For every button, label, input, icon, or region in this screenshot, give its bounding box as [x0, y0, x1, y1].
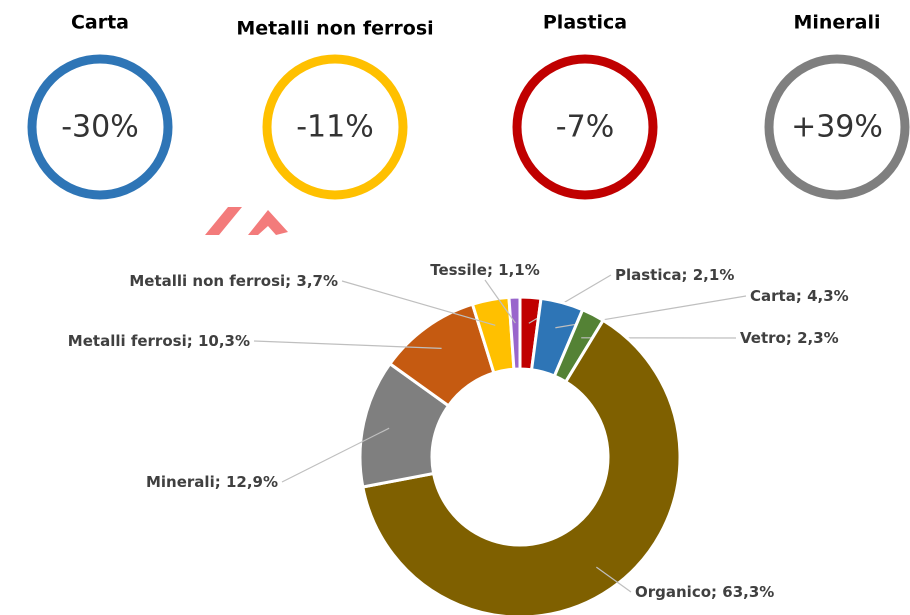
data-label: Minerali; 12,9% — [146, 473, 278, 491]
leader-line — [281, 427, 390, 483]
label-category: Vetro — [740, 329, 786, 347]
kpi-value: -11% — [296, 110, 374, 145]
label-category: Plastica — [615, 266, 682, 284]
label-value: 3,7% — [296, 272, 338, 290]
kpi-title: Minerali — [793, 12, 880, 34]
data-label: Metalli ferrosi; 10,3% — [68, 332, 250, 350]
data-label: Organico; 63,3% — [635, 583, 774, 601]
label-separator: ; — [187, 332, 198, 350]
label-separator: ; — [786, 329, 797, 347]
label-separator: ; — [285, 272, 296, 290]
kpi-title: Plastica — [543, 12, 627, 34]
kpi-value: +39% — [791, 110, 883, 145]
label-category: Organico — [635, 583, 711, 601]
kpi-value: -30% — [61, 110, 139, 145]
label-separator: ; — [796, 287, 807, 305]
kpi-value: -7% — [556, 110, 614, 145]
kpi-ring — [27, 54, 173, 200]
label-separator: ; — [215, 473, 226, 491]
label-value: 1,1% — [498, 261, 540, 279]
label-category: Minerali — [146, 473, 215, 491]
label-value: 4,3% — [807, 287, 849, 305]
label-value: 63,3% — [722, 583, 774, 601]
label-separator: ; — [682, 266, 693, 284]
label-value: 2,3% — [797, 329, 839, 347]
leader-line — [596, 566, 632, 593]
donut-slice — [361, 318, 682, 615]
label-category: Tessile — [430, 261, 487, 279]
data-label: Plastica; 2,1% — [615, 266, 734, 284]
kpi-title: Metalli non ferrosi — [236, 18, 433, 40]
label-value: 2,1% — [693, 266, 735, 284]
label-value: 12,9% — [226, 473, 278, 491]
kpi-title: Carta — [71, 12, 129, 34]
data-label: Vetro; 2,3% — [740, 329, 839, 347]
leader-line — [253, 340, 442, 349]
kpi-ring — [262, 54, 408, 200]
leader-line — [484, 279, 516, 324]
label-value: 10,3% — [198, 332, 250, 350]
decoration — [205, 207, 288, 235]
data-label: Tessile; 1,1% — [430, 261, 540, 279]
label-separator: ; — [487, 261, 498, 279]
data-label: Carta; 4,3% — [750, 287, 849, 305]
label-category: Carta — [750, 287, 796, 305]
label-separator: ; — [711, 583, 722, 601]
data-label: Metalli non ferrosi; 3,7% — [129, 272, 338, 290]
kpi-ring — [512, 54, 658, 200]
leader-line — [341, 280, 496, 326]
donut-slice — [507, 295, 522, 371]
kpi-ring — [764, 54, 910, 200]
label-category: Metalli ferrosi — [68, 332, 187, 350]
label-category: Metalli non ferrosi — [129, 272, 285, 290]
